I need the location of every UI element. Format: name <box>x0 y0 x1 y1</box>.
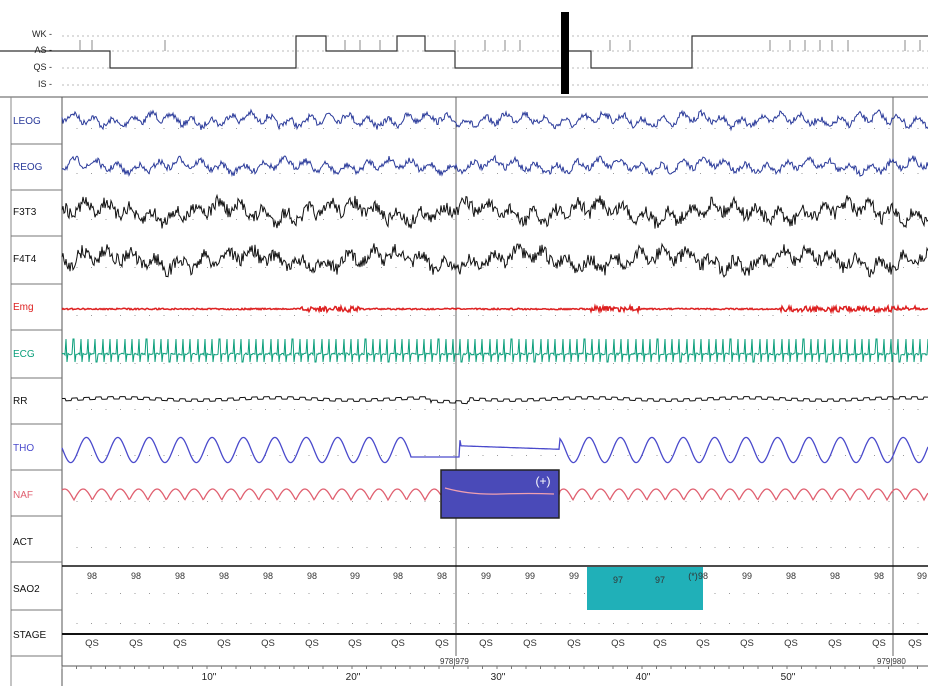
stage-value: QS <box>740 638 754 649</box>
sao2-value: 99 <box>741 571 753 581</box>
sao2-value: 99 <box>916 571 928 581</box>
epoch-marker: 978|979 <box>440 657 469 666</box>
stage-value: QS <box>305 638 319 649</box>
stage-value: QS <box>217 638 231 649</box>
stage-value: QS <box>129 638 143 649</box>
rr-trace <box>62 396 928 405</box>
emg-trace <box>61 303 928 315</box>
channel-label-reog[interactable]: REOG <box>13 162 43 173</box>
f4t4-trace <box>61 242 928 278</box>
hypnogram-cursor-marker <box>561 12 569 94</box>
hypnogram-label-wk: WK - <box>32 29 52 39</box>
time-tick-label: 10" <box>201 672 217 683</box>
stage-value: QS <box>872 638 886 649</box>
channel-label-f4t4[interactable]: F4T4 <box>13 254 37 265</box>
channel-label-rr[interactable]: RR <box>13 396 28 407</box>
apnea-event-marker-label[interactable]: (+) <box>535 474 551 488</box>
sao2-value: 98 <box>130 571 142 581</box>
stage-value: QS <box>85 638 99 649</box>
time-tick-label: 50" <box>780 672 796 683</box>
stage-value: QS <box>908 638 922 649</box>
channel-label-leog[interactable]: LEOG <box>13 116 41 127</box>
epoch-marker: 979|980 <box>877 657 906 666</box>
stage-value: QS <box>435 638 449 649</box>
sao2-value: 98 <box>86 571 98 581</box>
desaturation-event-box <box>587 567 703 610</box>
stage-value: QS <box>523 638 537 649</box>
sao2-value: 98 <box>392 571 404 581</box>
time-tick-label: 20" <box>345 672 361 683</box>
channel-label-f3t3[interactable]: F3T3 <box>13 207 37 218</box>
sao2-value: 99 <box>524 571 536 581</box>
channel-label-naf[interactable]: NAF <box>13 490 33 501</box>
hypnogram-label-as: AS - <box>34 45 52 55</box>
channel-label-emg[interactable]: Emg <box>13 302 34 313</box>
stage-value: QS <box>611 638 625 649</box>
stage-value: QS <box>479 638 493 649</box>
stage-value: QS <box>348 638 362 649</box>
stage-value: QS <box>828 638 842 649</box>
sao2-value: 98 <box>829 571 841 581</box>
sao2-value: 98 <box>873 571 885 581</box>
stage-value: QS <box>653 638 667 649</box>
sao2-value: 99 <box>349 571 361 581</box>
sao2-event-note: (*) <box>688 571 698 581</box>
time-tick-label: 30" <box>490 672 506 683</box>
channel-label-act[interactable]: ACT <box>13 537 33 548</box>
f3t3-trace <box>61 193 928 229</box>
sao2-value: 98 <box>697 571 709 581</box>
stage-value: QS <box>173 638 187 649</box>
leog-trace <box>61 108 928 132</box>
stage-value: QS <box>391 638 405 649</box>
channel-label-stage[interactable]: STAGE <box>13 630 47 641</box>
apnea-naf-trace <box>444 487 555 495</box>
channel-label-sao2[interactable]: SAO2 <box>13 584 40 595</box>
stage-value: QS <box>567 638 581 649</box>
sao2-value: 97 <box>654 575 666 585</box>
sao2-value: 98 <box>436 571 448 581</box>
sao2-value: 99 <box>568 571 580 581</box>
reog-trace <box>61 154 928 178</box>
stage-value: QS <box>784 638 798 649</box>
channel-label-ecg[interactable]: ECG <box>13 349 35 360</box>
ecg-trace <box>61 338 928 363</box>
stage-value: QS <box>261 638 275 649</box>
hypnogram-label-is: IS - <box>37 79 52 89</box>
sao2-value: 98 <box>218 571 230 581</box>
sao2-value: 98 <box>262 571 274 581</box>
channel-label-tho[interactable]: THO <box>13 443 35 454</box>
sao2-value: 98 <box>785 571 797 581</box>
sao2-value: 98 <box>174 571 186 581</box>
hypnogram-trace <box>0 35 928 69</box>
hypnogram-label-qs: QS - <box>33 62 52 72</box>
sao2-value: 98 <box>306 571 318 581</box>
tho-trace <box>61 436 928 464</box>
time-tick-label: 40" <box>635 672 651 683</box>
sao2-value: 97 <box>612 575 624 585</box>
sao2-value: 99 <box>480 571 492 581</box>
stage-value: QS <box>696 638 710 649</box>
